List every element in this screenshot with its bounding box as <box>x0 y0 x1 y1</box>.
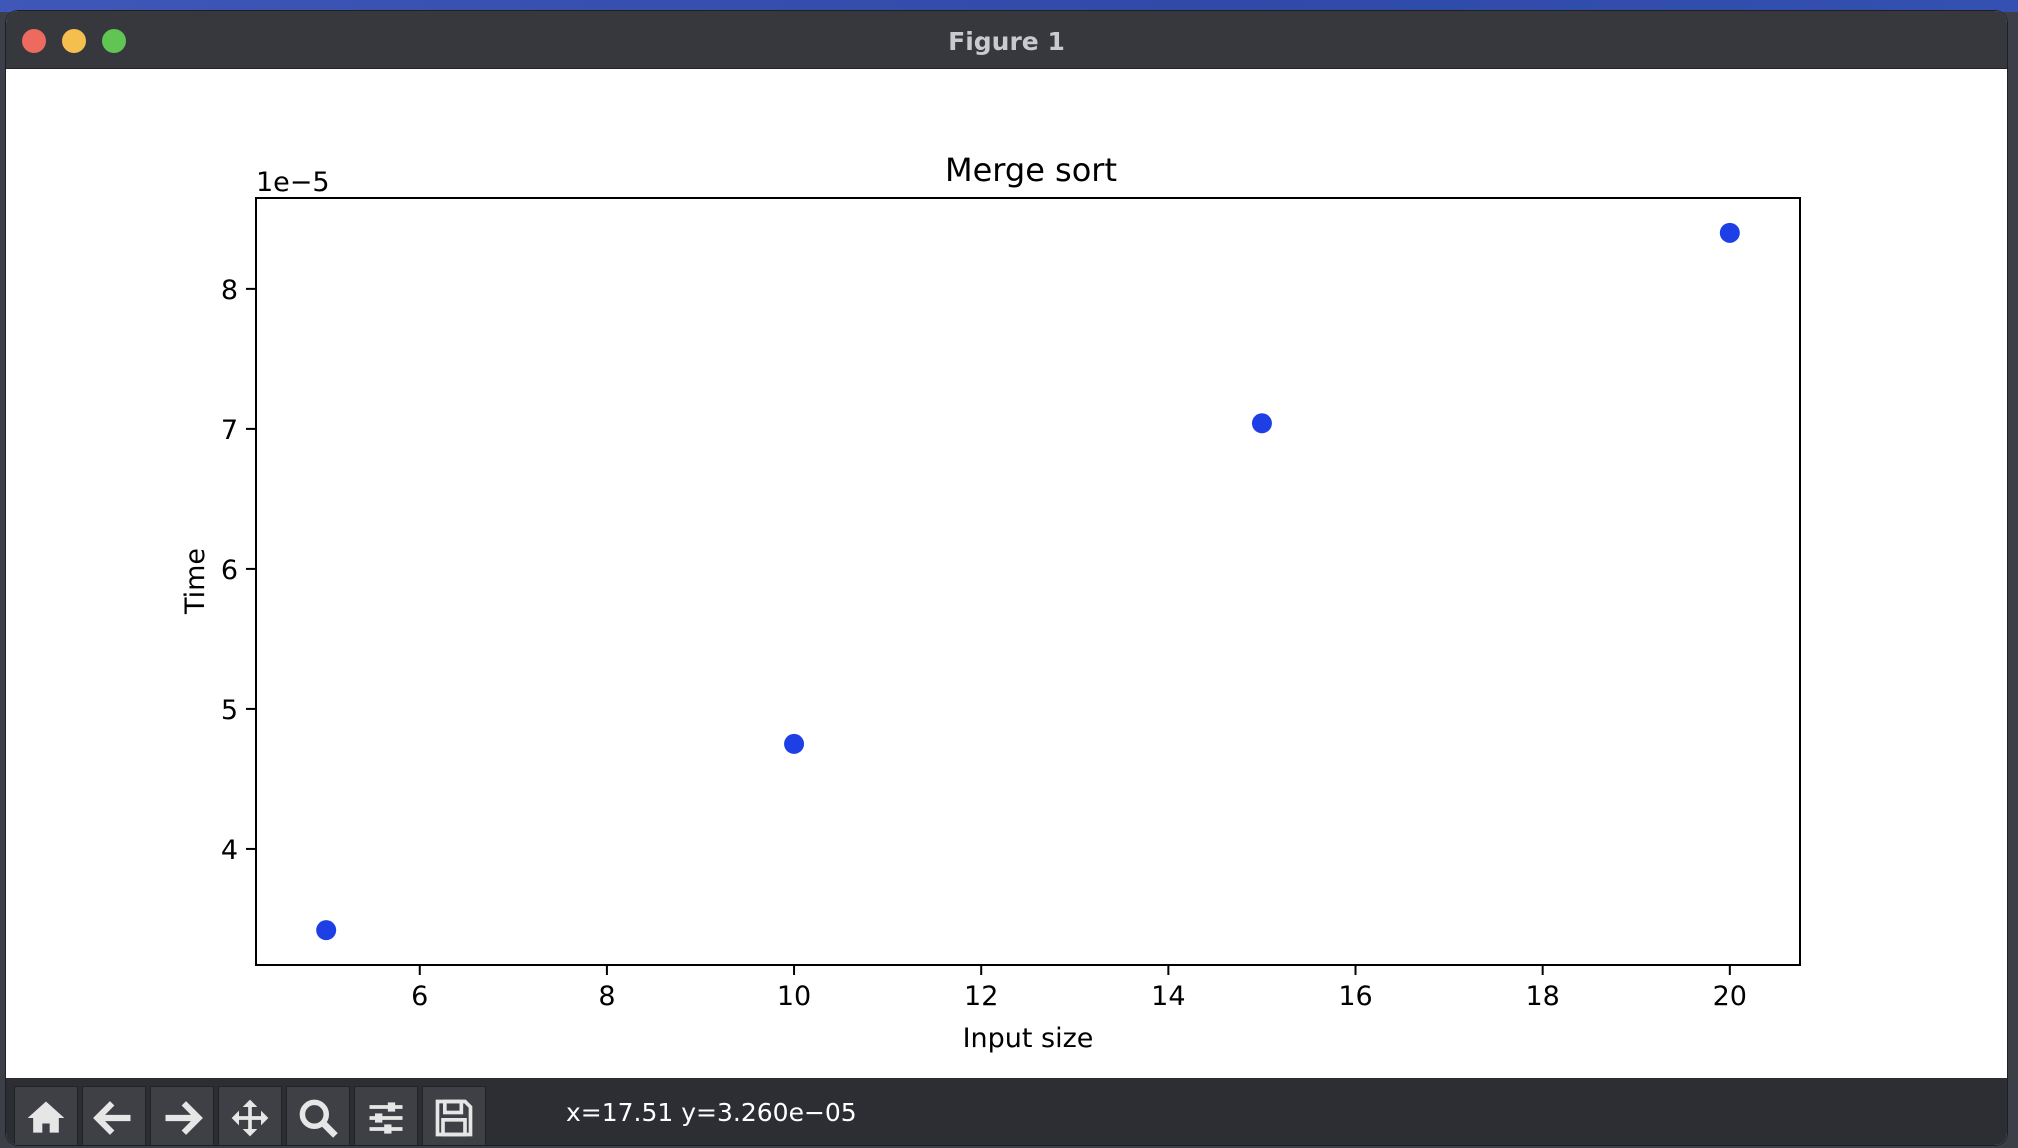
figure-window: Figure 1 Merge sort 1e−5 6 8 10 12 14 16 18 20 … <box>6 11 2007 1145</box>
y-tick-label: 7 <box>221 415 238 446</box>
home-button[interactable] <box>14 1086 78 1145</box>
forward-button[interactable] <box>150 1086 214 1145</box>
y-axis-label: Time <box>180 548 211 615</box>
search-icon <box>299 1099 338 1138</box>
x-tick-label: 14 <box>1151 981 1185 1012</box>
save-figure-button[interactable] <box>422 1086 486 1145</box>
pan-button[interactable] <box>218 1086 282 1145</box>
navigation-toolbar: x=17.51 y=3.260e−05 <box>6 1078 2007 1145</box>
y-tick-label: 8 <box>221 275 238 306</box>
x-tick-label: 20 <box>1713 981 1747 1012</box>
y-tick-label: 4 <box>221 835 238 866</box>
minimize-window-button[interactable] <box>62 29 86 53</box>
x-tick-label: 8 <box>598 981 615 1012</box>
data-point <box>1251 413 1272 434</box>
y-tick-label: 5 <box>221 695 238 726</box>
arrow-right-icon <box>165 1101 203 1135</box>
x-tick-label: 12 <box>964 981 998 1012</box>
window-title: Figure 1 <box>948 27 1065 56</box>
x-axis-label: Input size <box>963 1023 1094 1054</box>
floppy-disk-icon <box>435 1099 473 1137</box>
x-tick-label: 18 <box>1525 981 1559 1012</box>
scatter-plot: Merge sort 1e−5 6 8 10 12 14 16 18 20 4 5 6 7 8 Inp… <box>180 151 1801 1054</box>
plot-frame <box>255 197 1801 966</box>
zoom-button[interactable] <box>286 1086 350 1145</box>
y-offset-label: 1e−5 <box>256 167 330 198</box>
x-tick-label: 10 <box>777 981 811 1012</box>
data-point <box>316 920 337 941</box>
back-button[interactable] <box>82 1086 146 1145</box>
configure-subplots-button[interactable] <box>354 1086 418 1145</box>
chart-title: Merge sort <box>945 151 1117 189</box>
data-point <box>1719 222 1740 243</box>
move-icon <box>231 1099 269 1137</box>
data-point <box>784 733 805 754</box>
figure-canvas[interactable]: Merge sort 1e−5 6 8 10 12 14 16 18 20 4 5 6 7 8 Inp… <box>6 69 2007 1078</box>
zoom-window-button[interactable] <box>102 29 126 53</box>
window-titlebar[interactable]: Figure 1 <box>6 11 2007 69</box>
home-icon <box>27 1101 65 1133</box>
x-tick-label: 6 <box>411 981 428 1012</box>
arrow-left-icon <box>93 1101 131 1135</box>
sliders-icon <box>369 1102 403 1134</box>
y-tick-label: 6 <box>221 555 238 586</box>
close-window-button[interactable] <box>22 29 46 53</box>
cursor-coordinates: x=17.51 y=3.260e−05 <box>566 1098 857 1127</box>
desktop-menubar <box>0 0 2018 12</box>
x-tick-label: 16 <box>1338 981 1372 1012</box>
